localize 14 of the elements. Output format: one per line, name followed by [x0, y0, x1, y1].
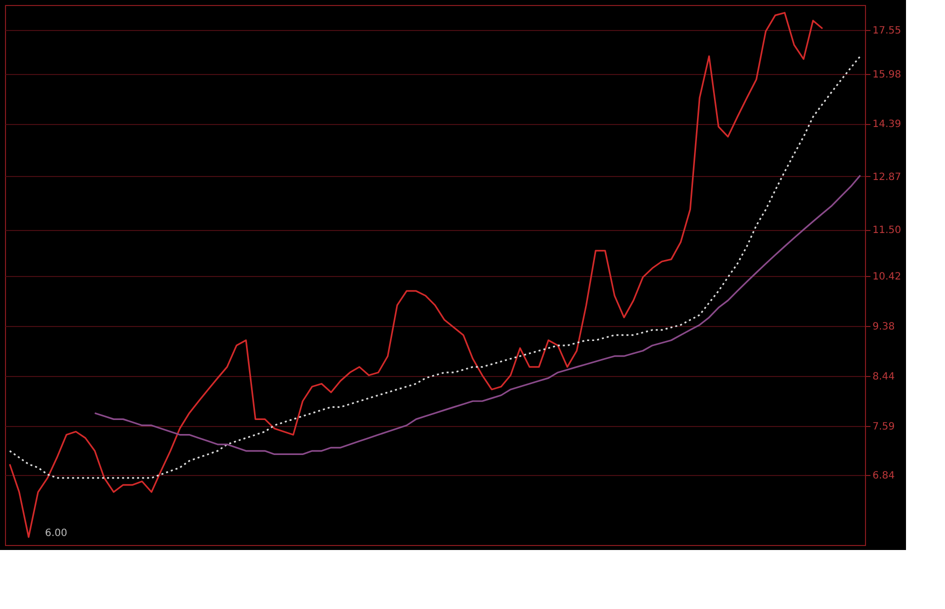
y-tick-label: 15.98 — [872, 70, 902, 81]
line-series — [8, 55, 862, 479]
y-tick-label: 7.59 — [872, 421, 895, 432]
annotation: 6.00 — [45, 528, 68, 539]
line-series — [94, 174, 862, 455]
y-tick-label: 12.87 — [872, 172, 902, 183]
line-series — [8, 12, 824, 538]
y-tick-label: 8.44 — [872, 371, 895, 382]
y-tick-label: 10.42 — [872, 272, 902, 283]
y-tick-label: 6.84 — [872, 470, 895, 482]
y-tick-label: 9.38 — [872, 321, 895, 332]
y-tick-label: 14.39 — [872, 119, 902, 130]
y-tick-label: 11.50 — [872, 225, 902, 236]
y-tick-label: 17.55 — [872, 25, 902, 36]
